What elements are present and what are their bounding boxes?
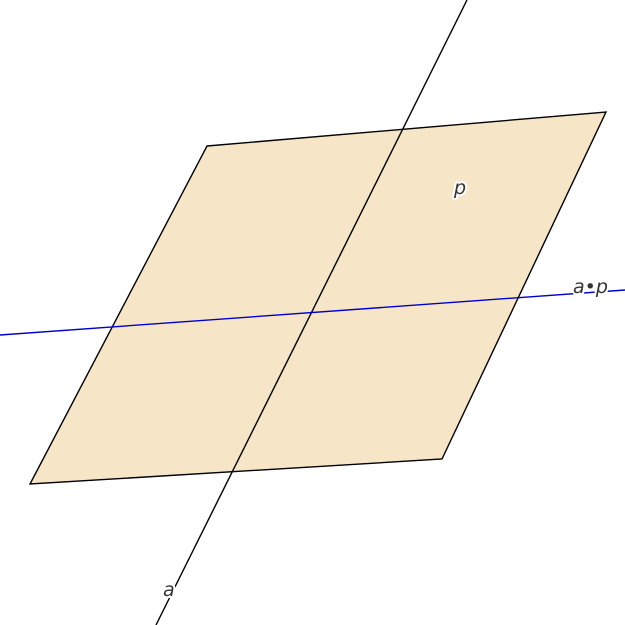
line-a-dot-p-label: a•p xyxy=(573,276,608,298)
line-a-label: a xyxy=(163,579,175,601)
plane-p-label: p xyxy=(453,177,466,199)
line-a-dot-p[interactable] xyxy=(0,289,625,336)
